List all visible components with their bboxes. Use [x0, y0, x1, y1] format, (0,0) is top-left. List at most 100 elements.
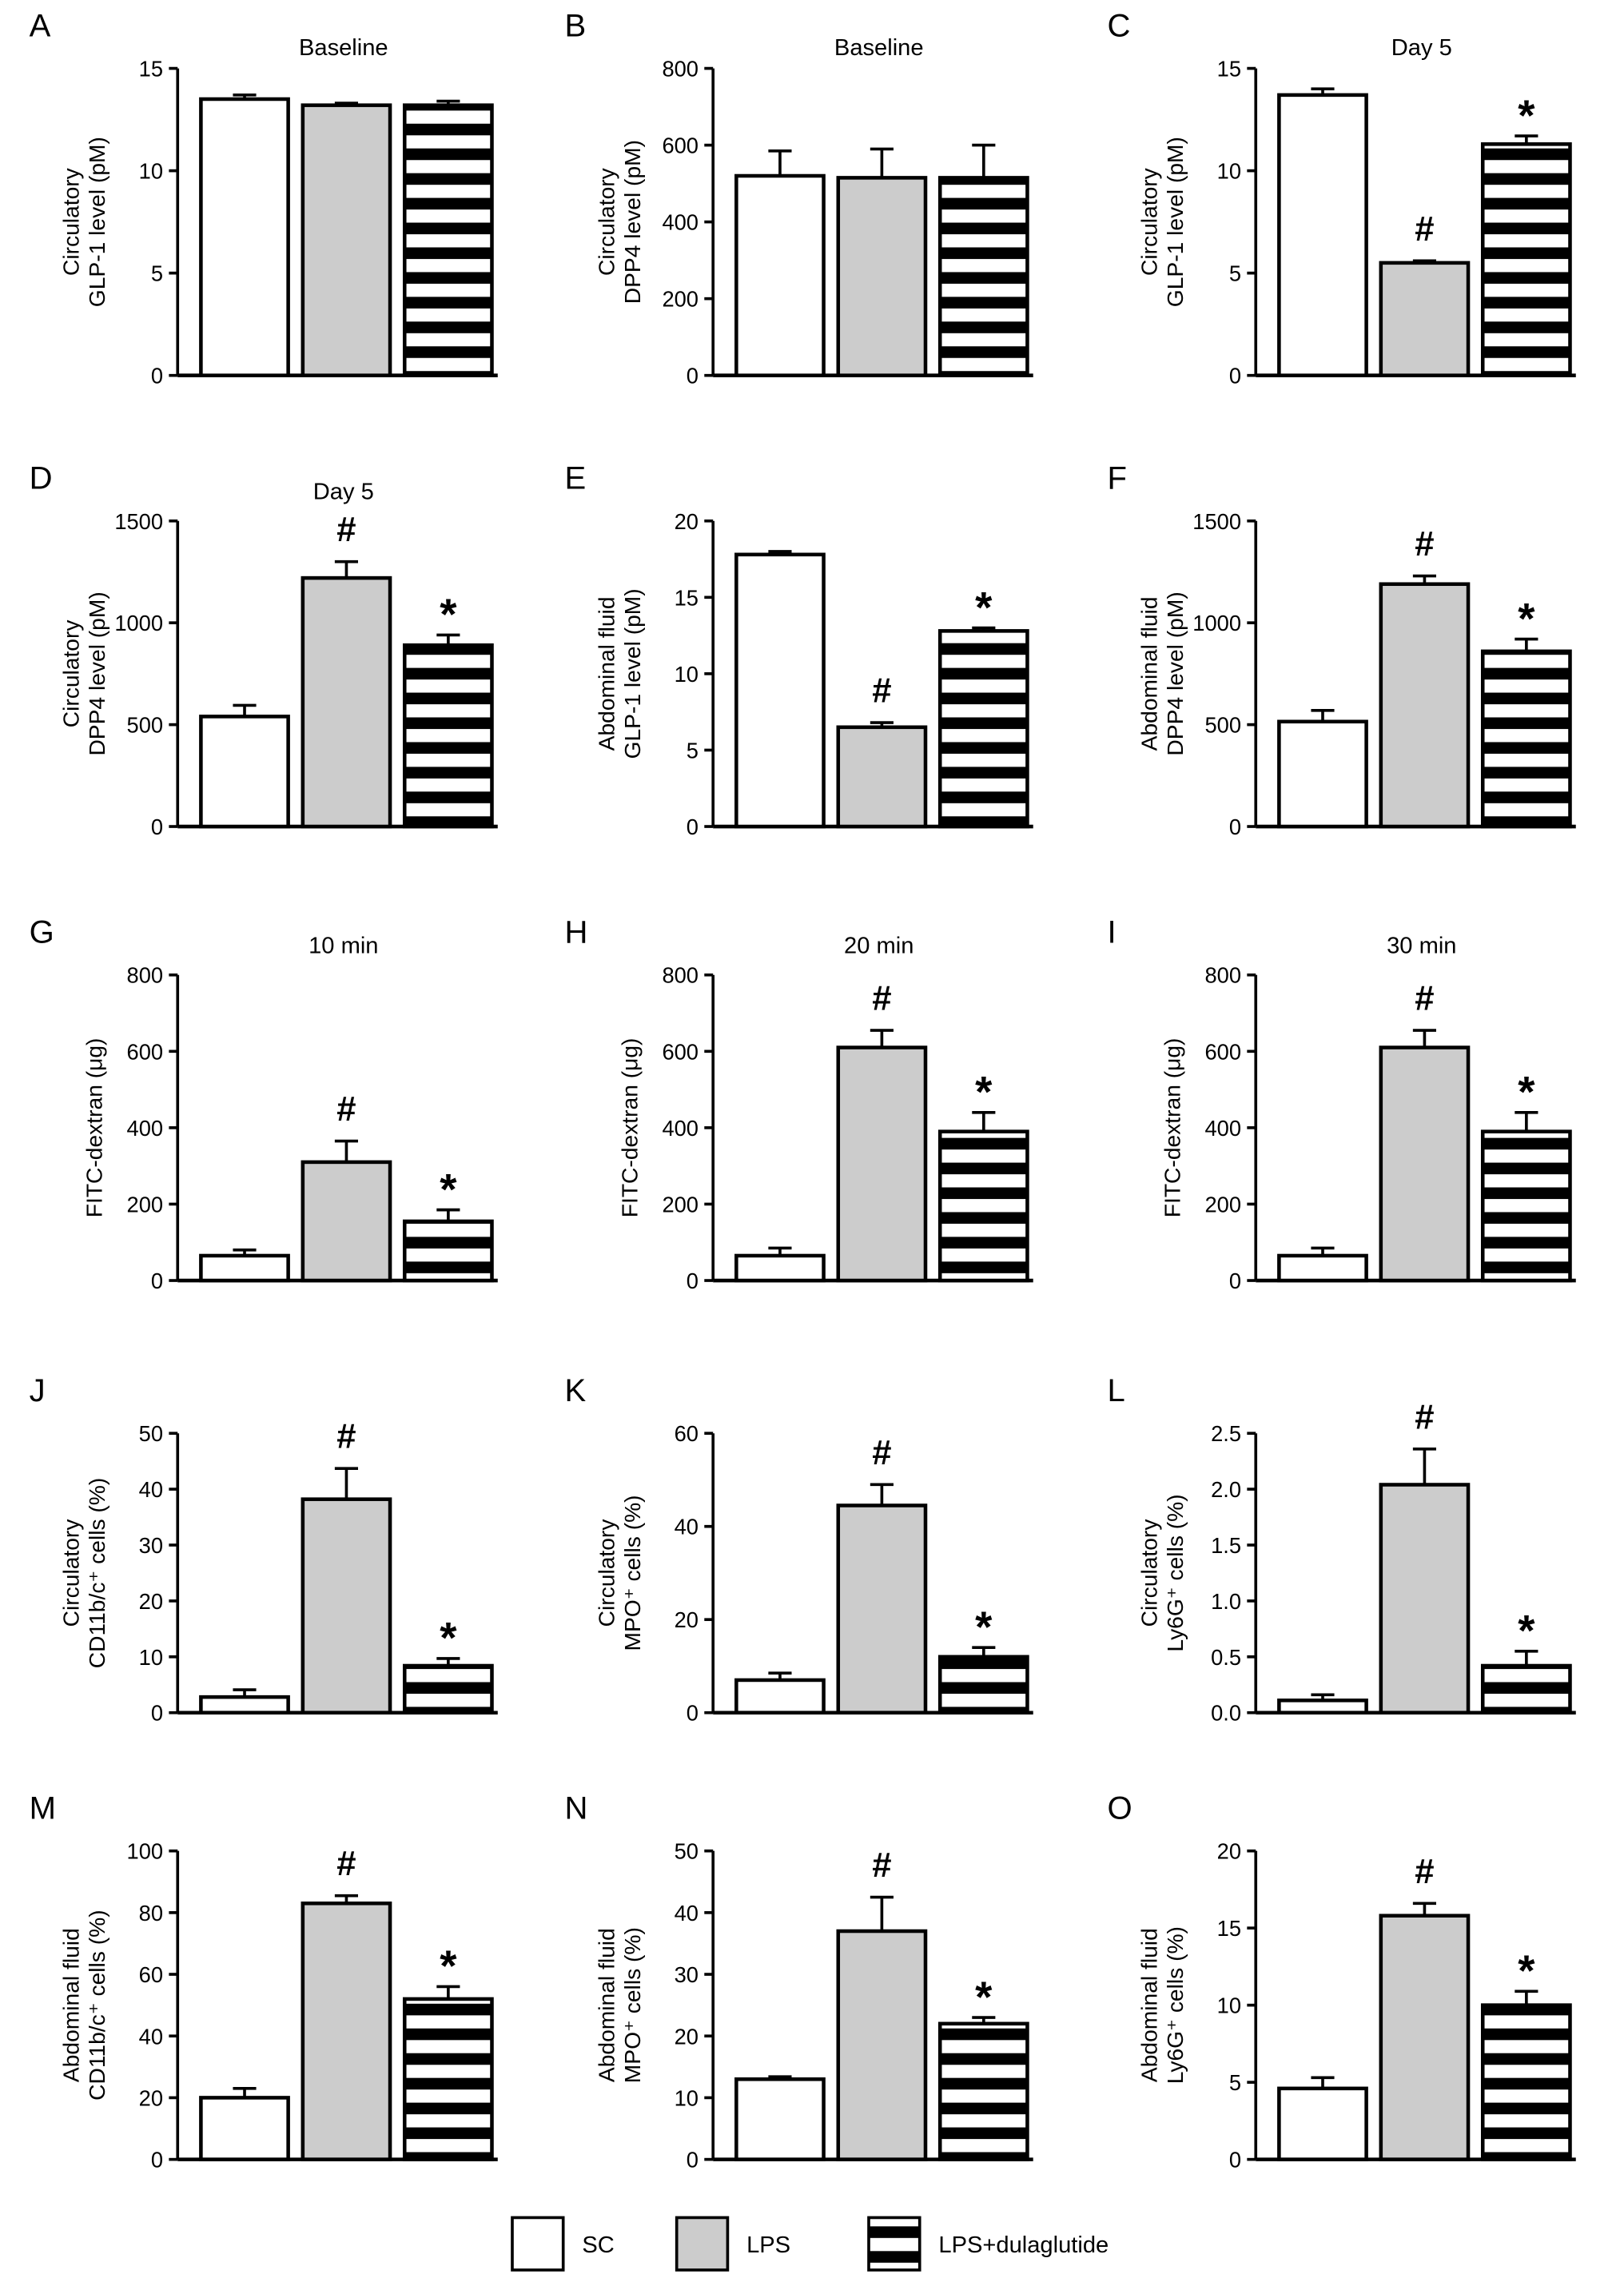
y-tick-label: 200	[127, 1192, 164, 1217]
significance-star: *	[1518, 91, 1535, 140]
panel-label: D	[30, 461, 53, 496]
y-tick-label: 20	[675, 2024, 699, 2049]
panel-n: N 0 10 20 30 40 50 Abdominal fluid MPO⁺ cells (%…	[565, 1791, 1033, 2172]
significance-hash: #	[872, 1846, 891, 1885]
bar-lps	[836, 725, 928, 829]
y-tick-label: 15	[675, 585, 699, 610]
panel-label: O	[1108, 1791, 1132, 1826]
y-tick-label: 15	[139, 57, 163, 82]
y-tick-label: 20	[139, 2085, 163, 2110]
y-tick-label: 800	[662, 57, 699, 82]
y-tick-label: 20	[1217, 1839, 1241, 1864]
significance-hash: #	[1415, 209, 1434, 249]
y-tick-label: 600	[662, 1039, 699, 1064]
panel-h: H 20 min 0 200 400 600 800 FITC-dextran (μg) # *	[565, 915, 1033, 1293]
y-tick-label: 10	[675, 662, 699, 687]
y-axis-label: CD11b/c⁺ cells (%)	[84, 1910, 109, 2100]
y-axis-label: Circulatory	[58, 167, 83, 276]
significance-star: *	[1518, 594, 1535, 643]
bar-lps	[836, 1503, 928, 1714]
bar-lps-dulaglutide	[937, 2021, 1029, 2161]
significance-star: *	[440, 1614, 457, 1663]
y-axis-label: Circulatory	[58, 1519, 83, 1627]
y-tick-label: 10	[1217, 1993, 1241, 2018]
panel-c: C Day 5 0 5 10 15 Circulatory GLP-1 level (pM) #…	[1108, 9, 1576, 388]
y-tick-label: 0	[1229, 364, 1241, 388]
panel-label: E	[565, 461, 587, 496]
legend-label: LPS	[746, 2232, 790, 2258]
panel-label: G	[30, 915, 54, 950]
panel-title: Day 5	[1391, 35, 1452, 61]
y-tick-label: 30	[139, 1533, 163, 1558]
y-tick-label: 800	[662, 963, 699, 988]
y-tick-label: 600	[1204, 1039, 1241, 1064]
y-tick-label: 0	[687, 364, 699, 388]
bar-sc	[1277, 719, 1368, 829]
y-axis-label: DPP4 level (pM)	[619, 140, 645, 304]
y-tick-label: 0	[1229, 814, 1241, 839]
bar-lps	[301, 1497, 392, 1715]
bar-sc	[199, 2096, 290, 2161]
y-tick-label: 600	[662, 133, 699, 158]
y-tick-label: 15	[1217, 1916, 1241, 1941]
significance-star: *	[975, 1973, 993, 2021]
panel-f: F 0 500 1000 1500 Abdominal fluid DPP4 level (…	[1108, 461, 1576, 839]
panel-title: Baseline	[299, 35, 388, 61]
y-tick-label: 0	[687, 2148, 699, 2172]
y-axis-label: Circulatory	[58, 619, 83, 728]
y-tick-label: 10	[1217, 159, 1241, 184]
panel-label: C	[1108, 9, 1131, 44]
panel-label: I	[1108, 915, 1116, 950]
y-tick-label: 10	[675, 2085, 699, 2110]
significance-star: *	[440, 1942, 457, 1990]
significance-hash: #	[872, 1433, 891, 1472]
bar-lps	[301, 1902, 392, 2161]
y-tick-label: 50	[139, 1421, 163, 1446]
panel-e: E 0 5 10 15 20 Abdominal fluid GLP-1 level (pM)…	[565, 461, 1033, 839]
bar-lps-dulaglutide	[402, 643, 494, 829]
significance-hash: #	[336, 1844, 356, 1883]
bar-lps-dulaglutide	[1480, 142, 1572, 377]
significance-star: *	[440, 1165, 457, 1213]
y-axis-label: MPO⁺ cells (%)	[619, 1495, 645, 1651]
significance-star: *	[1518, 1607, 1535, 1655]
legend: SC LPS LPS+dulaglutide	[511, 2216, 1109, 2272]
y-tick-label: 0	[687, 1268, 699, 1293]
y-tick-label: 80	[139, 1901, 163, 1926]
y-tick-label: 40	[675, 1901, 699, 1926]
y-axis-label: Circulatory	[1136, 1519, 1161, 1627]
panel-label: M	[30, 1791, 56, 1826]
bar-lps-dulaglutide	[937, 1655, 1029, 1714]
panel-label: B	[565, 9, 587, 44]
y-tick-label: 5	[151, 261, 163, 286]
y-axis-label: DPP4 level (pM)	[1162, 591, 1188, 755]
legend-label: SC	[582, 2232, 614, 2258]
panel-l: L 0.0 0.5 1.0 1.5 2.0 2.5 Circulatory Ly6G⁺ cell…	[1108, 1373, 1576, 1726]
y-axis-label: GLP-1 level (pM)	[1162, 137, 1188, 307]
significance-hash: #	[1415, 979, 1434, 1018]
panel-b: B Baseline 0 200 400 600 800 Circulatory DPP4 le…	[565, 9, 1033, 388]
y-tick-label: 1000	[1192, 611, 1241, 635]
y-axis-label: Abdominal fluid	[1136, 1928, 1161, 2082]
bar-lps-dulaglutide	[402, 1663, 494, 1715]
y-tick-label: 0	[687, 1701, 699, 1726]
bar-lps	[836, 1045, 928, 1283]
y-axis-label: Abdominal fluid	[58, 1928, 83, 2082]
bar-sc	[199, 715, 290, 829]
y-tick-label: 1000	[114, 611, 163, 635]
bar-sc	[1277, 1253, 1368, 1283]
significance-star: *	[1518, 1067, 1535, 1116]
y-tick-label: 0	[151, 364, 163, 388]
panel-title: Baseline	[834, 35, 924, 61]
significance-star: *	[440, 590, 457, 639]
bar-sc	[199, 97, 290, 377]
y-tick-label: 1500	[1192, 509, 1241, 534]
bar-lps-dulaglutide	[1480, 1129, 1572, 1283]
panel-label: J	[30, 1373, 46, 1408]
y-axis-label: DPP4 level (pM)	[84, 591, 109, 755]
bar-sc	[734, 2077, 826, 2161]
y-axis-label: FITC-dextran (μg)	[617, 1038, 643, 1218]
y-tick-label: 5	[687, 738, 699, 763]
panel-title: 20 min	[844, 933, 914, 958]
y-tick-label: 200	[662, 1192, 699, 1217]
